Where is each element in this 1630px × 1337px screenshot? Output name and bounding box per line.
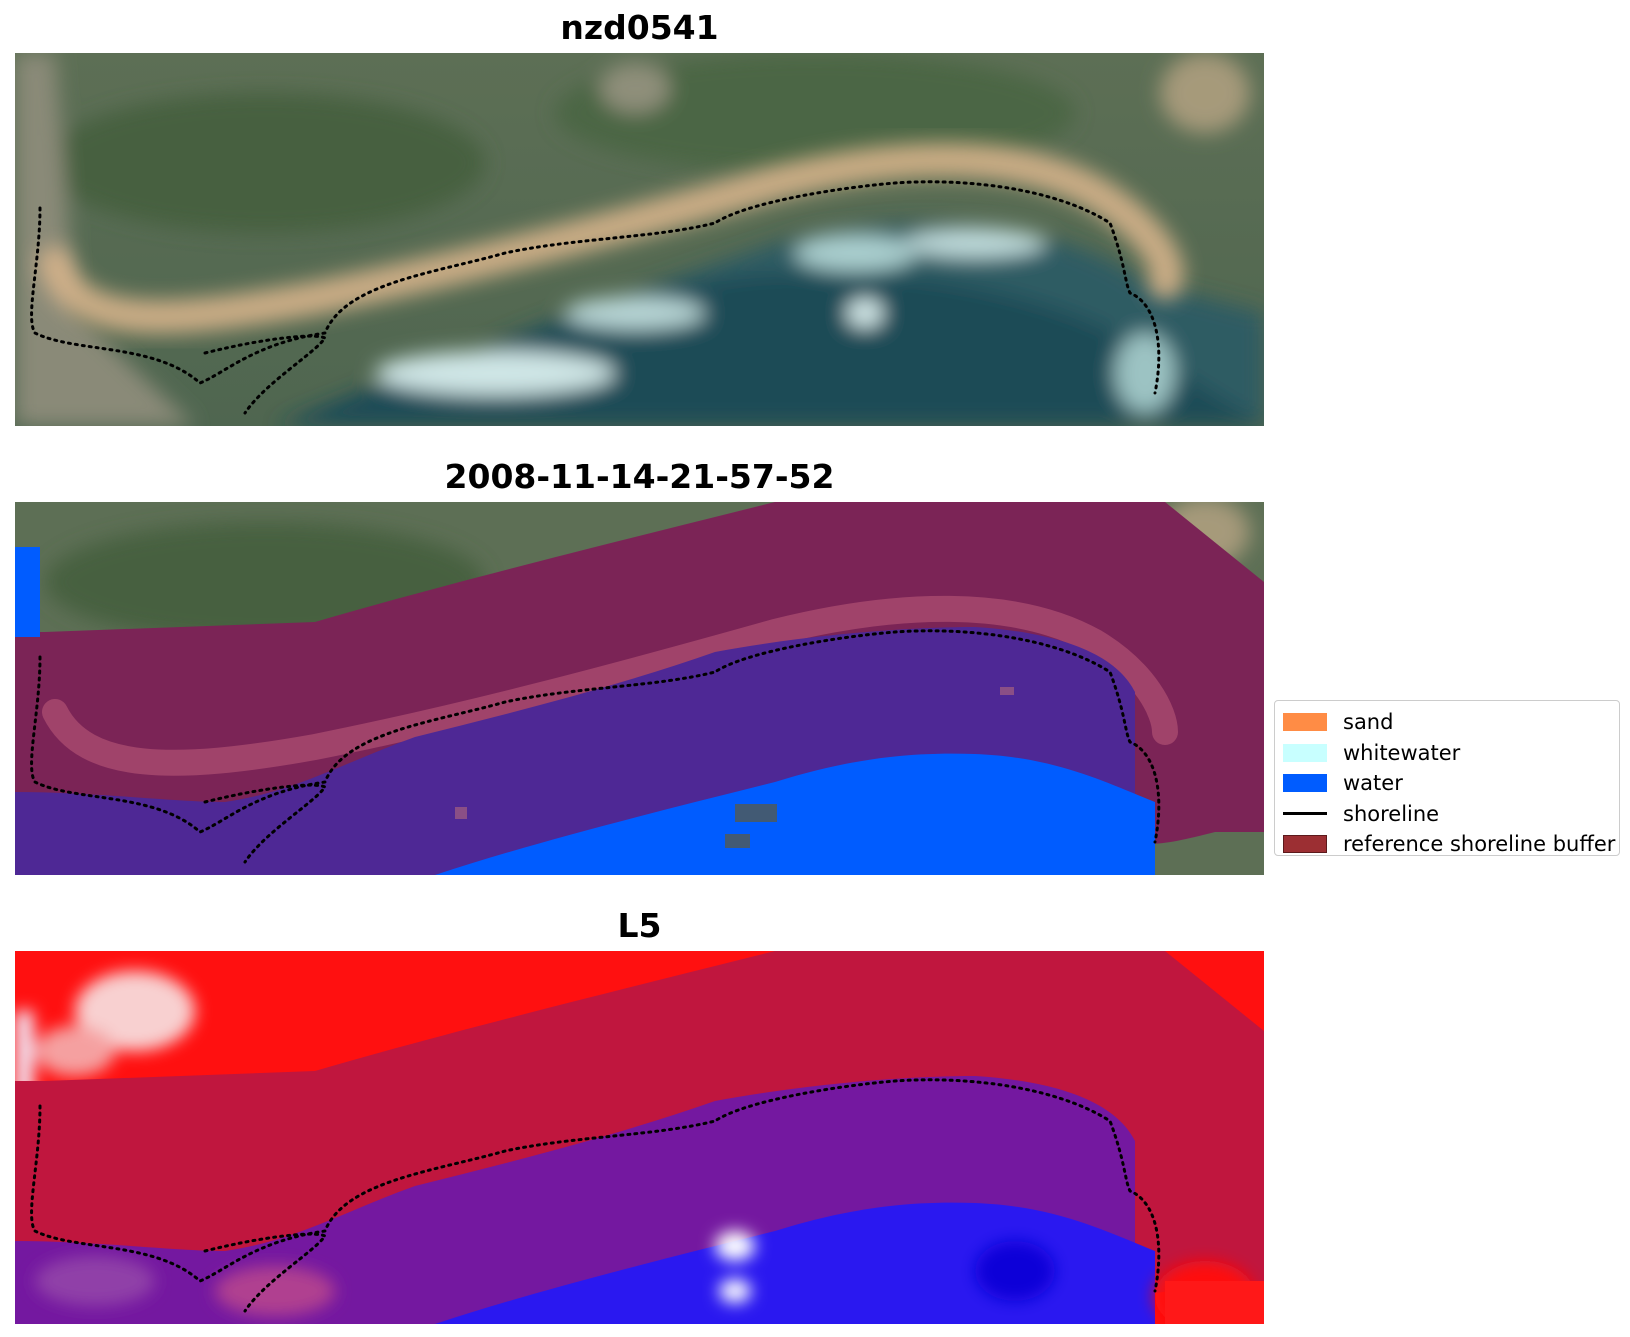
legend: sand whitewater water shoreline referenc…: [1274, 700, 1620, 856]
legend-item-whitewater: whitewater: [1283, 738, 1611, 769]
legend-swatch-whitewater: [1283, 743, 1327, 762]
legend-item-sand: sand: [1283, 707, 1611, 738]
l5-panel: [15, 951, 1264, 1324]
legend-swatch-shoreline: [1283, 812, 1327, 816]
legend-item-water: water: [1283, 768, 1611, 799]
legend-item-reference-shoreline-buffer: reference shoreline buffer: [1283, 829, 1615, 860]
classification-image: [15, 502, 1264, 875]
classification-panel: [15, 502, 1264, 875]
shoreline-line: [30, 180, 1161, 395]
l5-index-image: [15, 951, 1264, 1324]
rgb-satellite-image: [15, 53, 1264, 426]
water-region: [435, 753, 1155, 875]
legend-swatch-water: [1283, 774, 1327, 793]
panel-title-l5: L5: [617, 906, 662, 945]
legend-swatch-sand: [1283, 713, 1327, 732]
rgb-image-panel: [15, 53, 1264, 426]
panel-title-rgb: nzd0541: [560, 8, 719, 47]
legend-item-shoreline: shoreline: [1283, 799, 1611, 830]
panel-title-classification: 2008-11-14-21-57-52: [444, 457, 835, 496]
legend-swatch-buffer: [1283, 835, 1327, 854]
